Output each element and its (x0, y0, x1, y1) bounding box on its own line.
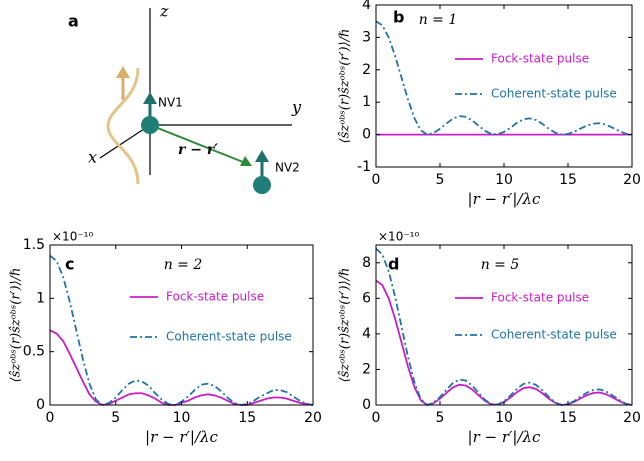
x-tick-label: 5 (111, 410, 120, 426)
y-tick-label: 4 (362, 0, 371, 13)
x-axis (99, 124, 151, 159)
panel-label: b (393, 8, 404, 27)
separation-arrow-head (240, 156, 252, 166)
diagram: a z y x NV1 NV2 r − r′ (68, 2, 302, 194)
nv1-label: NV1 (158, 96, 183, 110)
y-tick-label: 0 (36, 397, 45, 413)
x-tick-label: 5 (436, 410, 445, 426)
x-tick-label: 15 (559, 172, 577, 188)
legend-label: Coherent-state pulse (491, 328, 617, 342)
nv2 (253, 176, 271, 194)
x-tick-label: 10 (173, 410, 191, 426)
axis-multiplier: ×10⁻¹⁰ (378, 230, 419, 244)
legend-label: Fock-state pulse (166, 290, 264, 304)
x-tick-label: 20 (623, 410, 641, 426)
y-axis-label: ⟨ŝzᵒᵇˢ(r)ŝzᵒᵇˢ(r′)⟩/ℏ (338, 268, 353, 383)
annotation: n = 5 (481, 257, 520, 273)
y-tick-label: 6 (362, 290, 371, 306)
spin-arrow-head (143, 92, 157, 104)
x-tick-label: 15 (238, 410, 256, 426)
x-tick-label: 0 (372, 410, 381, 426)
x-tick-label: 15 (559, 410, 577, 426)
axis-multiplier: ×10⁻¹⁰ (52, 230, 93, 244)
y-tick-label: 0 (362, 397, 371, 413)
x-tick-label: 0 (372, 172, 381, 188)
legend-label: Fock-state pulse (491, 291, 589, 305)
pulse-arrow-head (116, 66, 130, 78)
panel-label: c (65, 255, 74, 274)
x-axis-label: |r − r′|/λc (145, 428, 219, 446)
legend-label: Coherent-state pulse (166, 330, 292, 344)
panel-label: a (68, 12, 79, 31)
legend-label: Fock-state pulse (491, 52, 589, 66)
y-tick-label: 1 (36, 290, 45, 306)
series-line (375, 247, 633, 407)
x-tick-label: 10 (495, 172, 513, 188)
x-axis-label: |r − r′|/λc (468, 428, 542, 446)
y-tick-label: 2 (362, 361, 371, 377)
y-axis-label: ⟨ŝzᵒᵇˢ(r)ŝzᵒᵇˢ(r′)⟩/ℏ (9, 268, 24, 383)
y-tick-label: 2 (362, 62, 371, 78)
nv1 (141, 116, 159, 134)
y-tick-label: 1.5 (23, 237, 45, 253)
y-tick-label: 8 (362, 255, 371, 271)
x-tick-label: 20 (304, 410, 322, 426)
y-tick-label: 4 (362, 326, 371, 342)
legend-label: Coherent-state pulse (491, 87, 617, 101)
x-tick-label: 20 (623, 172, 641, 188)
y-tick-label: 0.5 (23, 344, 45, 360)
panel-label: d (388, 255, 399, 274)
axis-label: y (291, 98, 302, 117)
y-tick-label: -1 (357, 159, 371, 175)
x-tick-label: 0 (46, 410, 55, 426)
axis-label: x (88, 148, 97, 167)
separation-label: r − r′ (178, 142, 218, 158)
x-tick-label: 5 (436, 172, 445, 188)
x-axis-label: |r − r′|/λc (468, 190, 542, 208)
series-line (375, 20, 633, 136)
separation-arrow (149, 124, 249, 165)
pulse (106, 67, 140, 185)
y-tick-label: 3 (362, 29, 371, 45)
y-tick-label: 0 (362, 127, 371, 143)
axis-label: z (159, 2, 169, 21)
annotation: n = 1 (419, 12, 458, 28)
y-tick-label: 1 (362, 94, 371, 110)
spin-arrow-head (255, 150, 269, 162)
y-axis-label: ⟨ŝzᵒᵇˢ(r)ŝzᵒᵇˢ(r′)⟩/ℏ (338, 29, 353, 144)
nv2-label: NV2 (275, 161, 300, 175)
annotation: n = 2 (164, 257, 203, 273)
x-tick-label: 10 (495, 410, 513, 426)
